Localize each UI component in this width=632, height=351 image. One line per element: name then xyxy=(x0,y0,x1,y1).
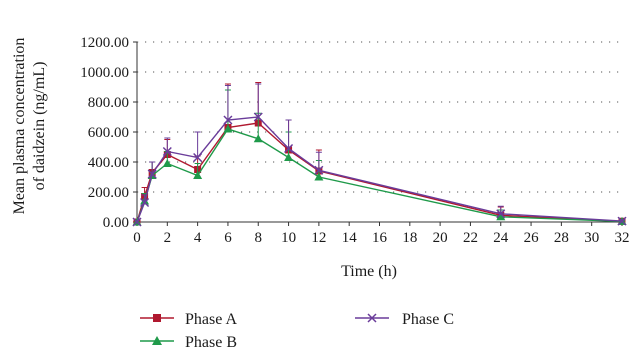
data-point xyxy=(193,171,203,179)
x-tick-label: 28 xyxy=(554,230,569,246)
series-phase-a xyxy=(133,82,626,226)
data-point xyxy=(314,172,324,181)
x-tick-label: 14 xyxy=(342,230,358,246)
data-point xyxy=(132,217,142,227)
data-point xyxy=(284,143,294,154)
y-tick-labels: 0.00 200.00 400.00 600.00 800.00 1000.00 1200.… xyxy=(80,35,137,231)
legend-item-phase-a: Phase A xyxy=(140,311,237,328)
legend-label-phase-b: Phase B xyxy=(185,334,237,351)
y-tick-label: 1200.00 xyxy=(80,35,129,51)
x-tick-label: 16 xyxy=(372,230,388,246)
x-tick-label: 2 xyxy=(164,230,172,246)
y-tick-label: 200.00 xyxy=(88,185,129,201)
data-point xyxy=(223,115,233,125)
x-tick-label: 26 xyxy=(524,230,540,246)
y-axis-title-line-2: of daidzein (ng/mL) xyxy=(31,62,48,191)
y-tick-label: 600.00 xyxy=(88,125,129,141)
data-point xyxy=(253,134,263,143)
data-point xyxy=(253,112,263,122)
y-tick-label: 400.00 xyxy=(88,155,129,171)
x-tick-label: 12 xyxy=(311,230,326,246)
x-tick-label: 6 xyxy=(224,230,232,246)
legend-marker-phase-c xyxy=(367,313,377,323)
data-point xyxy=(496,209,506,219)
legend-label-phase-c: Phase C xyxy=(402,311,454,328)
series-layer xyxy=(132,82,627,227)
data-point xyxy=(314,165,324,175)
x-tick-label: 18 xyxy=(402,230,417,246)
series-phase-c xyxy=(132,83,627,227)
x-tick-label: 10 xyxy=(281,230,296,246)
x-tick-label: 4 xyxy=(194,230,202,246)
legend-item-phase-c: Phase C xyxy=(355,311,454,328)
data-point xyxy=(140,197,150,208)
data-point xyxy=(617,216,627,226)
series-line-phase-c xyxy=(136,116,623,223)
legend-marker-phase-a xyxy=(153,314,161,322)
x-tick-labels: 0 2 4 6 8 10 12 14 16 18 20 22 24 26 28 30 32 xyxy=(133,222,630,246)
x-tick-label: 22 xyxy=(463,230,478,246)
series-line-phase-a xyxy=(136,122,623,223)
data-point xyxy=(162,159,172,167)
y-tick-label: 800.00 xyxy=(88,95,129,111)
y-tick-label: 0.00 xyxy=(103,215,129,231)
y-tick-label: 1000.00 xyxy=(80,65,129,81)
x-tick-label: 0 xyxy=(133,230,141,246)
data-point xyxy=(162,146,172,157)
legend: Phase A Phase B Phase C xyxy=(140,311,454,351)
data-point xyxy=(284,153,294,161)
x-axis-title: Time (h) xyxy=(341,263,397,280)
data-point xyxy=(496,212,506,221)
x-tick-label: 30 xyxy=(584,230,599,246)
data-point xyxy=(193,152,203,163)
x-tick-label: 8 xyxy=(255,230,263,246)
x-tick-label: 24 xyxy=(493,230,509,246)
legend-label-phase-a: Phase A xyxy=(185,311,237,328)
data-point xyxy=(147,169,157,179)
legend-marker-phase-b xyxy=(152,336,162,345)
y-axis-title-line-1: Mean plasma concentration xyxy=(11,38,28,215)
x-tick-label: 32 xyxy=(615,230,630,246)
data-point xyxy=(223,124,233,133)
grid-lines xyxy=(137,41,622,193)
x-tick-label: 20 xyxy=(433,230,448,246)
legend-item-phase-b: Phase B xyxy=(140,334,237,351)
